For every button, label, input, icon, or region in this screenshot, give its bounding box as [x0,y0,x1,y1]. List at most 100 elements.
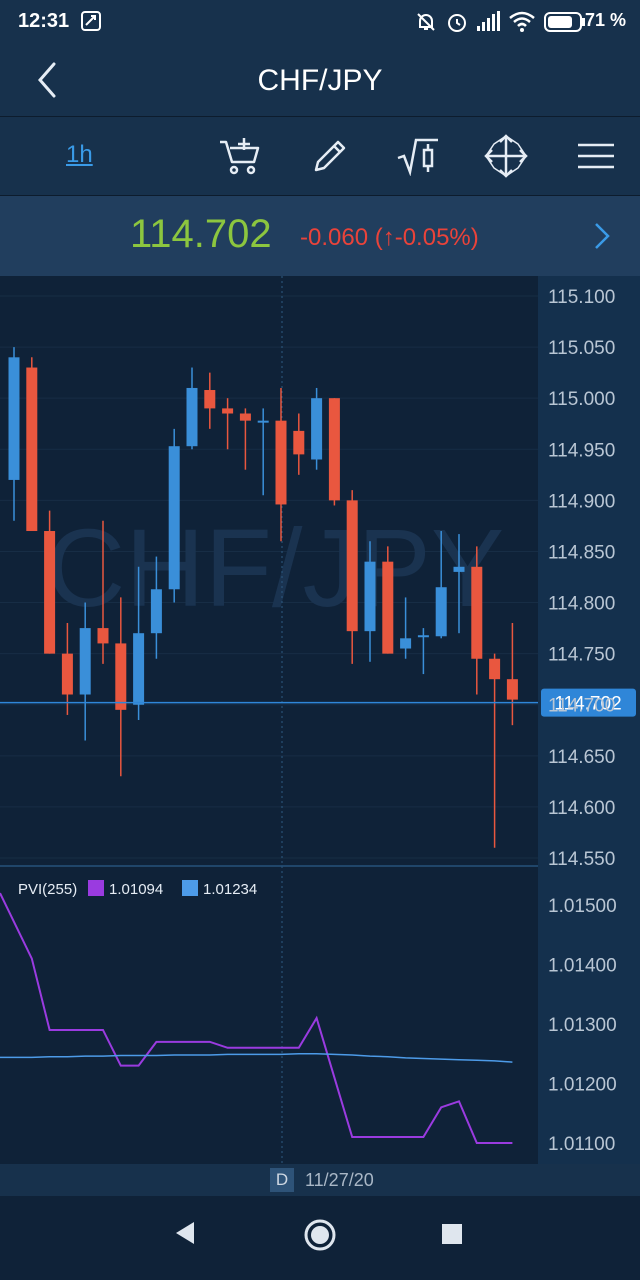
signal-icon [477,11,500,31]
candle-body [489,658,501,680]
price-axis-label: 115.050 [548,338,615,359]
candle-body [275,420,287,505]
price-bar: 114.702 -0.060 (↑-0.05%) [0,196,640,276]
nav-back-icon[interactable] [172,1218,198,1248]
candle-body [435,587,447,637]
candle [489,653,501,848]
system-nav-bar [0,1196,640,1280]
chevron-right-icon[interactable] [592,220,612,252]
candle [257,408,269,496]
candle [44,510,56,654]
candle [239,408,251,470]
mute-icon [417,13,435,31]
chart-toolbar: 1h [0,117,640,196]
candle-body [400,638,412,649]
screenshot-icon [81,11,101,31]
candle [311,387,323,470]
candle-body [417,635,429,638]
pvi-series-line-1 [0,892,513,1144]
app-bar: CHF/JPY [0,44,640,117]
candle [26,357,38,532]
price-chart[interactable]: CHF/JPY 114.702 115.100 115.050 115.000 114… [0,276,640,1164]
candle-body [168,446,180,590]
status-bar: 12:31 71 % [0,0,640,44]
cart-plus-icon [220,138,260,175]
back-arrow-icon[interactable] [30,58,70,102]
menu-button[interactable] [572,134,620,178]
nav-home-icon[interactable] [303,1218,337,1252]
candle [400,597,412,659]
candle [168,428,180,603]
pvi-series-1-value: 1.01094 [109,881,163,898]
candle [222,398,234,450]
battery-icon [544,12,585,32]
candle-body [222,408,234,414]
alarm-icon [448,14,466,32]
candle-body [257,420,269,423]
candle [115,597,127,777]
price-axis-label: 114.900 [548,491,615,512]
candle-body [97,628,109,644]
date-badge: D [270,1168,294,1192]
candle [150,556,162,659]
candle-body [61,653,73,695]
candle-body [115,643,127,710]
current-price-tag [541,688,636,717]
candle [186,367,198,450]
current-price-tag-label: 114.702 [554,694,621,715]
candle [79,602,91,741]
add-to-cart-button[interactable] [216,134,264,178]
price-axis-label: 114.650 [548,747,615,768]
status-time: 12:31 [18,10,70,32]
timeframe-button[interactable]: 1h [66,141,93,168]
crosshair-date: 11/27/20 [305,1170,374,1190]
move-arrows-icon [484,134,528,178]
candle [275,387,287,542]
candle-body [186,387,198,447]
candle-body [471,566,483,659]
pencil-icon [314,140,346,172]
pvi-axis-label: 1.01500 [548,896,617,917]
pvi-indicator-label: PVI(255) [18,881,77,898]
candle [382,546,394,654]
candle-body [453,566,465,572]
candle [61,622,73,715]
indicator-candle-icon [397,138,438,176]
candle-body [26,367,38,532]
candle [8,347,20,521]
candle-body [8,357,20,480]
indicators-button[interactable] [394,134,442,178]
candle-body [133,633,145,705]
candle [364,541,376,662]
pvi-series-line-2 [0,1053,513,1063]
candle [133,566,145,721]
candle [471,546,483,695]
wifi-icon [509,11,535,32]
candle [417,628,429,675]
pvi-axis-label: 1.01200 [548,1075,617,1096]
pvi-series-2-value: 1.01234 [203,881,257,898]
candle-body [150,589,162,634]
candle-body [311,398,323,460]
price-axis-label: 115.000 [548,389,615,410]
price-change: -0.060 (↑-0.05%) [300,224,479,251]
candle-body [44,531,56,654]
price-axis-label: 114.850 [548,542,615,563]
candle [435,531,447,639]
candle [453,534,465,634]
pvi-axis-label: 1.01100 [548,1134,615,1155]
candle-body [506,679,518,700]
price-axis-label: 114.800 [548,594,615,615]
move-button[interactable] [482,134,530,178]
current-price: 114.702 [130,212,272,256]
hamburger-menu-icon [578,143,614,169]
draw-button[interactable] [306,134,354,178]
price-axis-label: 114.950 [548,440,615,461]
date-bar: D 11/27/20 [0,1164,640,1196]
price-axis-label: 115.100 [548,287,615,308]
nav-recents-icon[interactable] [440,1222,464,1246]
pvi-axis-label: 1.01400 [548,956,617,977]
battery-percent: 71 % [584,10,626,30]
candle [293,413,305,475]
candle [97,520,109,664]
